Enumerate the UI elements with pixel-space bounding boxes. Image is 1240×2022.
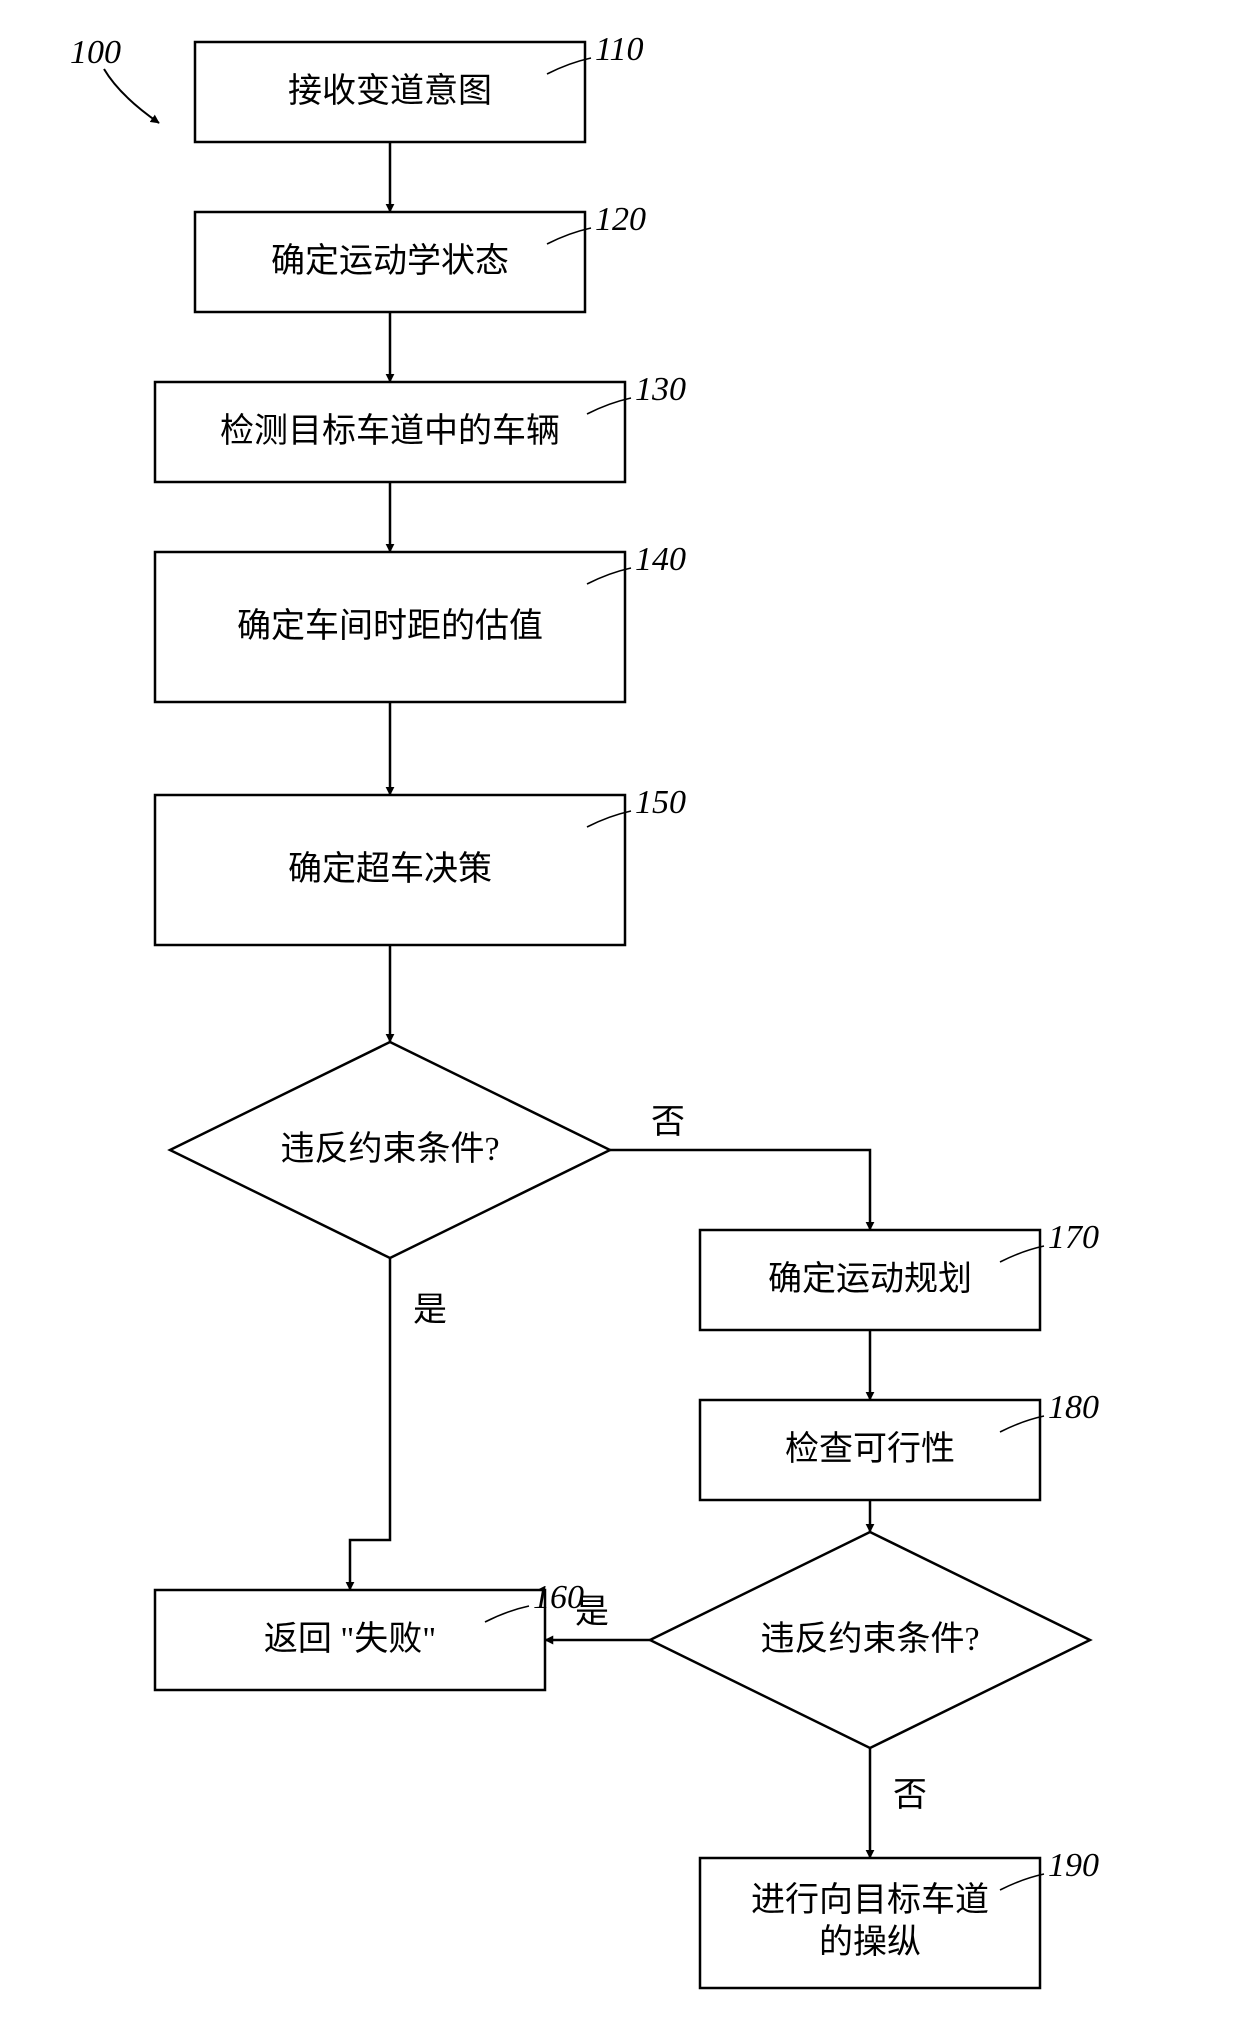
process-text-line1: 进行向目标车道: [751, 1881, 989, 1919]
process-text: 确定车间时距的估值: [237, 607, 543, 645]
figure-ref-leader: [104, 69, 159, 123]
process-text: 检测目标车道中的车辆: [220, 412, 560, 450]
edge-label: 是: [413, 1292, 447, 1329]
ref-number: 110: [595, 31, 643, 68]
process-text: 检查可行性: [785, 1430, 955, 1468]
ref-number: 170: [1048, 1219, 1099, 1256]
ref-number: 140: [635, 541, 686, 578]
process-text: 接收变道意图: [288, 72, 492, 110]
edge-label: 否: [893, 1777, 927, 1814]
edge: [350, 1258, 390, 1590]
figure-ref: 100: [70, 34, 121, 71]
edge-label: 是: [575, 1594, 609, 1631]
ref-number: 130: [635, 371, 686, 408]
decision-text: 违反约束条件?: [280, 1130, 499, 1168]
process-text: 确定运动学状态: [271, 242, 509, 280]
ref-number: 150: [635, 784, 686, 821]
edge: [610, 1150, 870, 1230]
process-text: 确定运动规划: [768, 1260, 972, 1298]
ref-number: 190: [1048, 1847, 1099, 1884]
ref-number: 120: [595, 201, 646, 238]
process-text: 返回 "失败": [264, 1620, 436, 1658]
edge-label: 否: [651, 1104, 685, 1141]
process-text: 确定超车决策: [288, 850, 492, 888]
process-text-line2: 的操纵: [819, 1923, 921, 1961]
decision-text: 违反约束条件?: [760, 1620, 979, 1658]
ref-number: 180: [1048, 1389, 1099, 1426]
